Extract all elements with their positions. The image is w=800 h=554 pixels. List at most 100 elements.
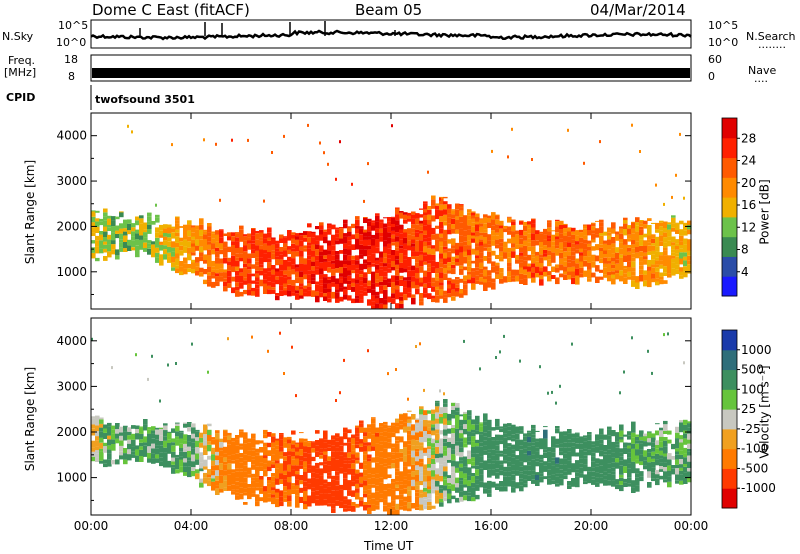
power-cell — [387, 232, 392, 238]
power-cell — [111, 249, 116, 255]
velocity-cell — [475, 453, 480, 460]
velocity-cell — [615, 444, 620, 448]
velocity-cell — [95, 446, 100, 451]
velocity-cell — [403, 441, 408, 448]
power-cell — [467, 260, 472, 267]
velocity-cell — [271, 487, 276, 491]
velocity-cell — [487, 489, 492, 494]
velocity-cell — [467, 436, 472, 442]
velocity-cell — [219, 438, 224, 442]
power-cell — [415, 285, 420, 289]
velocity-cell — [575, 432, 580, 434]
velocity-cell — [463, 473, 468, 478]
velocity-cell — [435, 453, 440, 459]
power-cell — [427, 237, 432, 242]
velocity-cell — [555, 463, 560, 468]
power-cell — [195, 239, 200, 246]
power-cell — [391, 250, 396, 255]
velocity-cell — [515, 482, 520, 489]
velocity-cell — [567, 464, 572, 469]
power-cell — [471, 268, 476, 272]
velocity-cell — [427, 427, 432, 431]
power-cell — [183, 257, 188, 264]
velocity-cell — [455, 487, 460, 493]
velocity-cell — [199, 432, 204, 438]
power-cell — [307, 280, 312, 284]
power-cell — [427, 224, 432, 231]
velocity-cell — [675, 468, 680, 475]
power-cell — [579, 232, 584, 238]
velocity-cell — [679, 464, 684, 468]
power-cell — [635, 225, 640, 232]
velocity-cell — [243, 454, 248, 461]
power-cell — [379, 276, 384, 282]
power-cell — [91, 247, 96, 253]
power-cell — [619, 263, 624, 271]
velocity-cell — [427, 470, 432, 477]
power-cell — [491, 219, 496, 226]
power-cell — [255, 281, 260, 285]
velocity-cell — [535, 472, 540, 475]
power-cell — [255, 231, 260, 234]
power-cell — [399, 275, 404, 280]
velocity-cell — [395, 487, 400, 492]
power-cell — [543, 249, 548, 254]
velocity-cell — [123, 453, 128, 460]
power-cell — [203, 245, 208, 251]
power-cell — [379, 219, 384, 223]
nsearch-tick-top: 10^5 — [708, 19, 739, 32]
velocity-cell — [271, 461, 276, 465]
velocity-cell — [291, 440, 296, 445]
power-cell — [587, 256, 592, 263]
velocity-cell — [651, 433, 656, 438]
power-cell — [339, 279, 344, 283]
power-cell — [483, 247, 488, 251]
velocity-cell — [295, 489, 300, 496]
velocity-cell — [679, 446, 684, 451]
power-cell — [411, 224, 416, 229]
velocity-cell — [223, 457, 228, 462]
power-cell — [131, 223, 136, 228]
velocity-cell — [487, 493, 492, 497]
power-cell — [651, 267, 656, 274]
power-cell — [367, 285, 372, 289]
velocity-cell — [223, 461, 228, 465]
velocity-cell — [459, 441, 464, 445]
velocity-cell — [255, 487, 260, 491]
power-cell — [419, 266, 424, 273]
velocity-cell — [687, 449, 692, 452]
velocity-cell — [259, 447, 264, 453]
velocity-cell — [651, 371, 653, 375]
velocity-cell — [487, 469, 492, 472]
velocity-cell — [323, 464, 328, 468]
power-cell — [499, 220, 504, 226]
power-cell — [567, 271, 572, 275]
power-cell — [627, 244, 632, 248]
power-cell — [671, 228, 676, 232]
power-cell — [251, 249, 256, 254]
velocity-cell — [531, 454, 536, 460]
power-cell — [251, 273, 256, 277]
power-cell — [599, 232, 604, 236]
velocity-cell — [195, 459, 200, 465]
velocity-cell — [267, 483, 272, 488]
velocity-cell — [427, 486, 432, 490]
velocity-cell — [463, 437, 468, 444]
velocity-cell — [391, 454, 396, 460]
velocity-cell — [383, 431, 388, 437]
velocity-cell — [99, 431, 104, 438]
power-cell — [359, 270, 364, 274]
velocity-cell — [403, 426, 408, 433]
power-cell — [403, 243, 408, 250]
velocity-cell — [403, 479, 408, 485]
power-cell — [423, 204, 428, 210]
velocity-cell — [431, 413, 436, 421]
velocity-cell — [179, 438, 184, 443]
power-cell — [375, 239, 380, 244]
power-cell — [559, 273, 564, 278]
power-cell — [175, 258, 180, 266]
velocity-cell — [351, 459, 356, 464]
power-cell — [339, 238, 344, 244]
power-cell — [407, 245, 412, 251]
velocity-cell — [103, 463, 108, 468]
